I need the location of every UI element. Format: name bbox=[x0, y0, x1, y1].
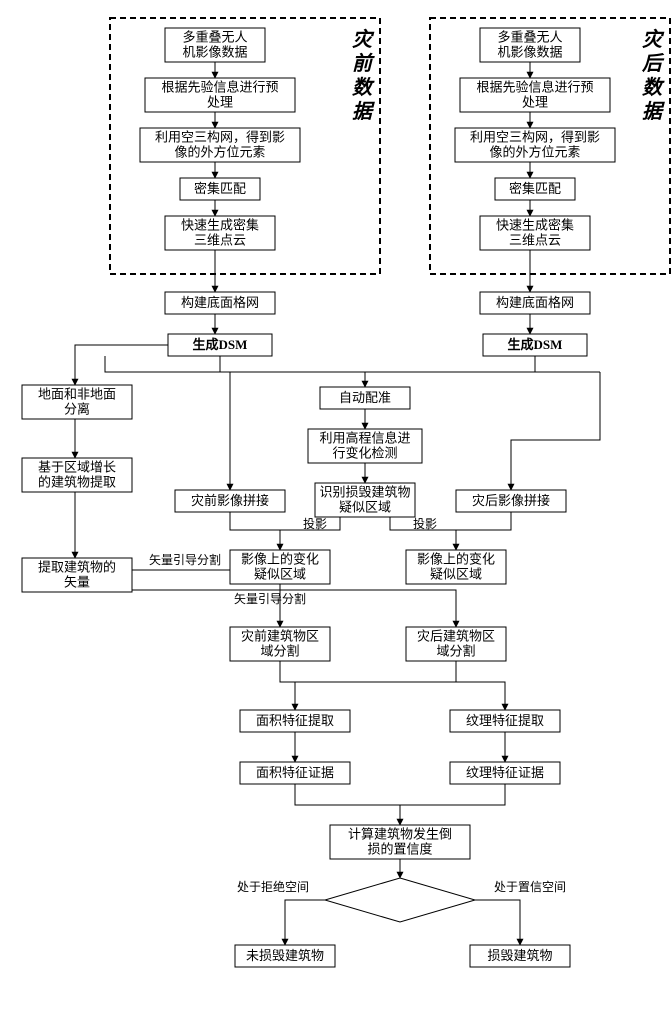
svg-text:的建筑物提取: 的建筑物提取 bbox=[38, 474, 116, 489]
svg-text:快速生成密集: 快速生成密集 bbox=[496, 217, 574, 232]
svg-text:根据先验信息进行预: 根据先验信息进行预 bbox=[161, 79, 278, 94]
svg-text:构建底面格网: 构建底面格网 bbox=[496, 295, 574, 310]
svg-text:自动配准: 自动配准 bbox=[339, 390, 391, 405]
svg-text:提取建筑物的: 提取建筑物的 bbox=[38, 559, 116, 574]
svg-text:投影: 投影 bbox=[303, 516, 327, 531]
svg-text:矢量引导分割: 矢量引导分割 bbox=[234, 591, 306, 606]
svg-text:影像上的变化: 影像上的变化 bbox=[417, 551, 495, 566]
svg-text:多重叠无人: 多重叠无人 bbox=[182, 29, 247, 44]
svg-text:处于拒绝空间: 处于拒绝空间 bbox=[237, 879, 309, 894]
svg-text:行变化检测: 行变化检测 bbox=[332, 445, 397, 460]
svg-text:密集匹配: 密集匹配 bbox=[194, 181, 246, 196]
svg-text:灾后影像拼接: 灾后影像拼接 bbox=[472, 493, 550, 508]
svg-text:三维点云: 三维点云 bbox=[194, 232, 246, 247]
svg-text:机影像数据: 机影像数据 bbox=[497, 44, 562, 59]
svg-text:计算建筑物发生倒: 计算建筑物发生倒 bbox=[348, 826, 452, 841]
svg-text:密集匹配: 密集匹配 bbox=[509, 181, 561, 196]
svg-text:纹理特征提取: 纹理特征提取 bbox=[466, 713, 544, 728]
svg-text:识别损毁建筑物: 识别损毁建筑物 bbox=[319, 484, 410, 499]
svg-text:利用空三构网，得到影: 利用空三构网，得到影 bbox=[470, 129, 600, 144]
svg-text:构建底面格网: 构建底面格网 bbox=[181, 295, 259, 310]
svg-text:投影: 投影 bbox=[413, 516, 437, 531]
svg-text:矢量: 矢量 bbox=[64, 574, 90, 589]
svg-text:地面和非地面: 地面和非地面 bbox=[38, 386, 116, 401]
svg-text:分离: 分离 bbox=[64, 401, 90, 416]
svg-text:根据先验信息进行预: 根据先验信息进行预 bbox=[476, 79, 593, 94]
svg-text:快速生成密集: 快速生成密集 bbox=[181, 217, 259, 232]
svg-text:处理: 处理 bbox=[207, 94, 233, 109]
svg-text:域分割: 域分割 bbox=[260, 643, 299, 658]
svg-text:处于置信空间: 处于置信空间 bbox=[494, 880, 566, 894]
svg-text:灾后建筑物区: 灾后建筑物区 bbox=[417, 628, 495, 643]
svg-text:像的外方位元素: 像的外方位元素 bbox=[174, 144, 265, 159]
svg-text:生成DSM: 生成DSM bbox=[508, 337, 563, 352]
svg-text:灾前建筑物区: 灾前建筑物区 bbox=[241, 628, 319, 643]
svg-text:未损毁建筑物: 未损毁建筑物 bbox=[246, 948, 324, 963]
svg-text:纹理特征证据: 纹理特征证据 bbox=[466, 765, 544, 780]
svg-text:利用高程信息进: 利用高程信息进 bbox=[319, 430, 410, 445]
svg-text:灾前影像拼接: 灾前影像拼接 bbox=[191, 493, 269, 508]
svg-text:影像上的变化: 影像上的变化 bbox=[241, 551, 319, 566]
svg-text:疑似区域: 疑似区域 bbox=[339, 499, 391, 514]
svg-text:多重叠无人: 多重叠无人 bbox=[497, 29, 562, 44]
svg-text:损毁建筑物: 损毁建筑物 bbox=[487, 948, 552, 963]
svg-text:疑似区域: 疑似区域 bbox=[430, 566, 482, 581]
svg-text:生成DSM: 生成DSM bbox=[193, 337, 248, 352]
svg-text:三维点云: 三维点云 bbox=[509, 232, 561, 247]
svg-text:像的外方位元素: 像的外方位元素 bbox=[489, 144, 580, 159]
svg-text:基于区域增长: 基于区域增长 bbox=[38, 459, 116, 474]
svg-text:域分割: 域分割 bbox=[436, 643, 475, 658]
svg-text:矢量引导分割: 矢量引导分割 bbox=[149, 552, 221, 567]
svg-text:损的置信度: 损的置信度 bbox=[367, 841, 432, 856]
svg-text:处理: 处理 bbox=[522, 94, 548, 109]
svg-text:利用空三构网，得到影: 利用空三构网，得到影 bbox=[155, 129, 285, 144]
svg-text:面积特征提取: 面积特征提取 bbox=[256, 713, 334, 728]
svg-text:面积特征证据: 面积特征证据 bbox=[256, 765, 334, 780]
svg-text:疑似区域: 疑似区域 bbox=[254, 566, 306, 581]
svg-text:机影像数据: 机影像数据 bbox=[182, 44, 247, 59]
